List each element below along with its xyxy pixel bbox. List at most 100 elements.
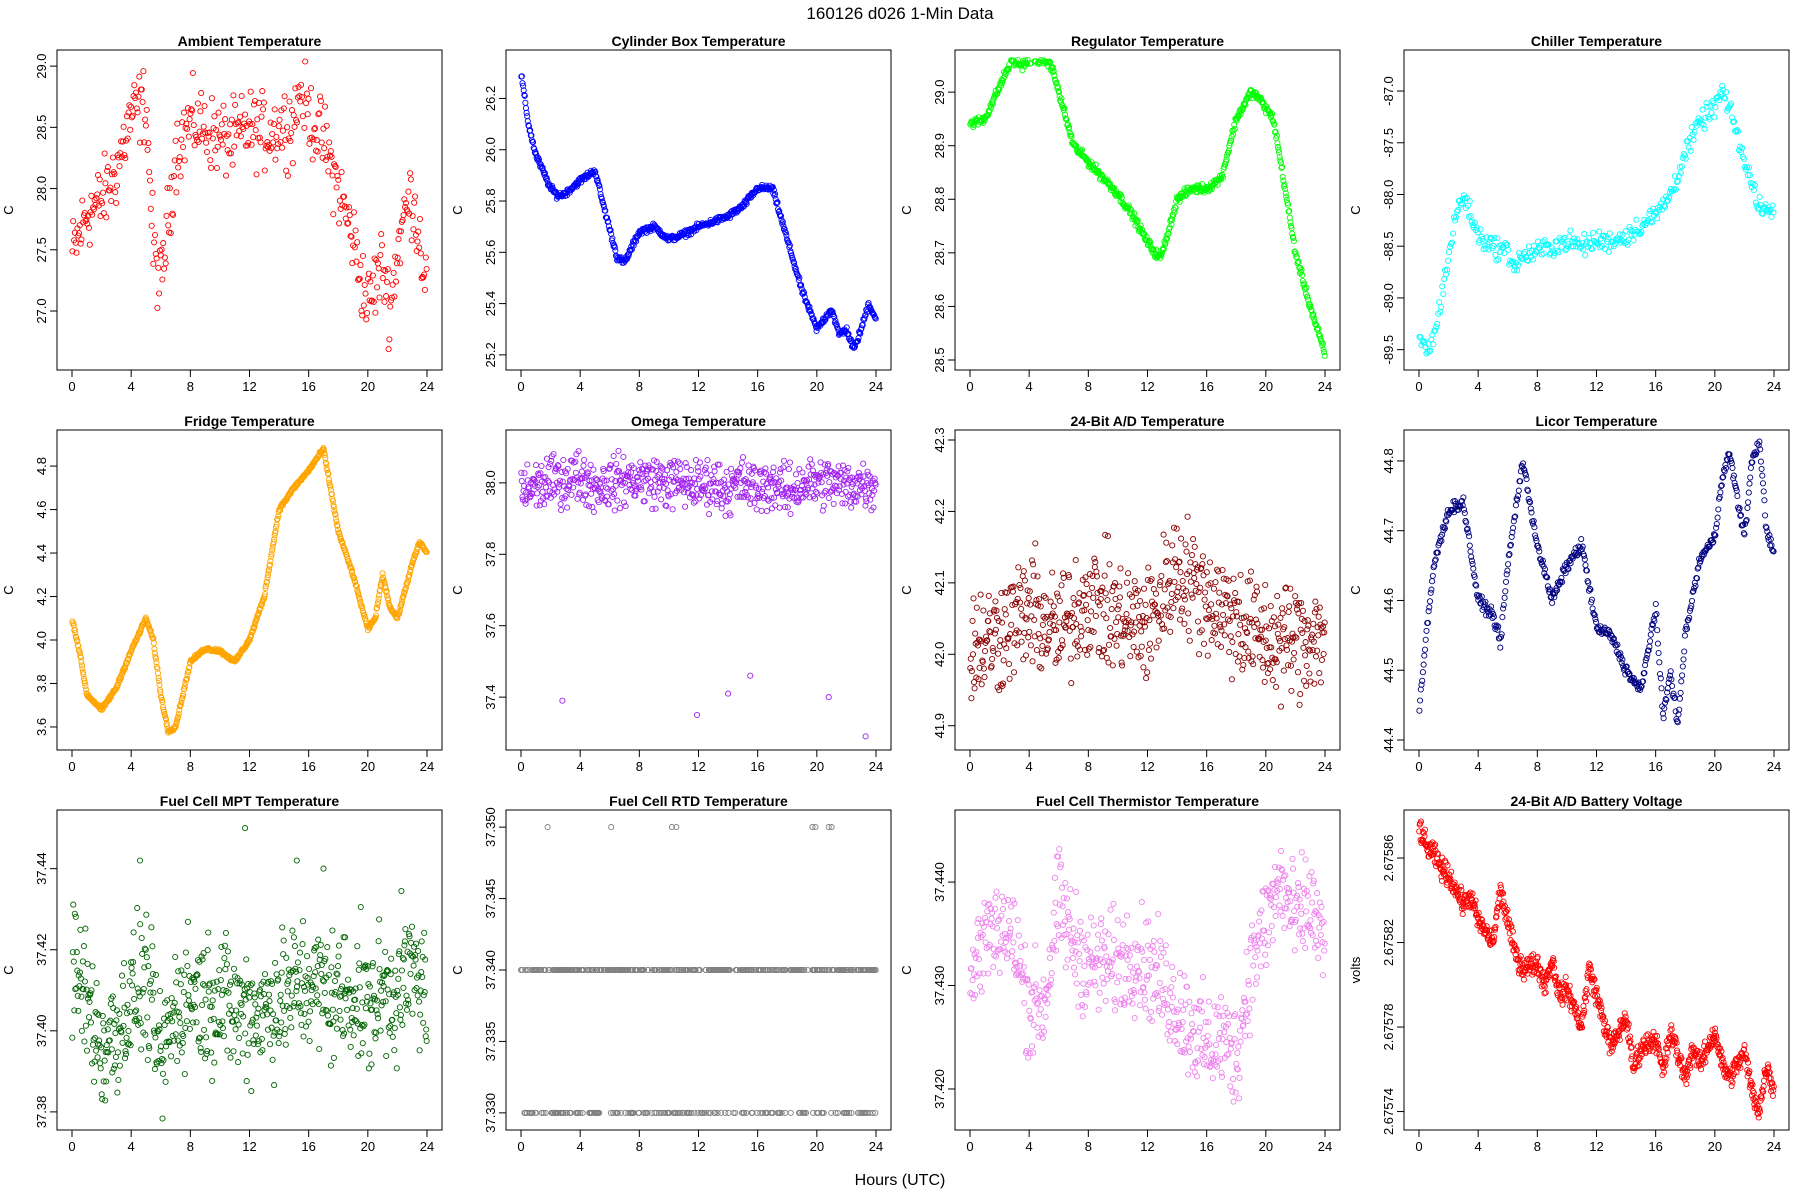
data-point xyxy=(1435,310,1442,317)
data-point xyxy=(174,1057,181,1065)
y-tick-label: -89.5 xyxy=(1381,335,1396,365)
data-point xyxy=(131,82,138,89)
data-point xyxy=(1283,193,1290,200)
data-point xyxy=(142,116,149,123)
data-point xyxy=(317,93,324,100)
data-point xyxy=(714,498,721,505)
data-point xyxy=(175,157,182,165)
data-point xyxy=(1417,686,1424,693)
data-point xyxy=(1029,658,1036,665)
data-point xyxy=(1679,672,1686,679)
data-point xyxy=(247,88,254,95)
data-point xyxy=(83,216,90,223)
data-point xyxy=(1467,212,1474,219)
data-point xyxy=(853,338,860,345)
data-point xyxy=(344,220,351,227)
data-point xyxy=(179,119,186,126)
data-point xyxy=(85,224,92,231)
data-point xyxy=(410,226,417,233)
x-tick-label: 12 xyxy=(691,759,705,774)
data-point xyxy=(1279,605,1286,612)
data-point xyxy=(1658,685,1665,692)
data-point xyxy=(1461,194,1468,202)
data-point xyxy=(1316,670,1323,677)
x-tick-label: 16 xyxy=(301,379,315,394)
data-point xyxy=(1032,540,1039,547)
data-point xyxy=(108,197,115,205)
y-tick-label: 42.0 xyxy=(932,642,947,667)
data-point xyxy=(785,466,792,473)
data-point xyxy=(169,210,176,217)
data-point xyxy=(862,733,869,740)
x-tick-label: 4 xyxy=(577,379,584,394)
data-point xyxy=(203,148,211,156)
data-point xyxy=(214,143,221,150)
data-point xyxy=(369,297,376,304)
data-point xyxy=(1290,656,1297,663)
data-point xyxy=(786,242,793,249)
data-point xyxy=(1717,489,1724,496)
data-point xyxy=(599,199,606,206)
data-point xyxy=(195,138,202,145)
data-point xyxy=(1457,201,1464,208)
data-point xyxy=(192,985,199,992)
data-point xyxy=(1123,611,1130,618)
data-point xyxy=(1678,678,1685,685)
data-point xyxy=(140,985,147,993)
data-point xyxy=(617,505,624,512)
data-point xyxy=(1713,520,1720,528)
data-point xyxy=(101,1027,108,1034)
data-point xyxy=(524,113,531,120)
y-axis-label: C xyxy=(899,585,914,594)
data-point xyxy=(1276,149,1283,156)
data-point xyxy=(1211,622,1218,629)
data-point xyxy=(417,250,424,257)
data-point xyxy=(1429,578,1436,585)
y-tick-label: 29.0 xyxy=(932,79,947,104)
page-title: 160126 d026 1-Min Data xyxy=(806,4,994,23)
data-point xyxy=(138,86,145,93)
data-point xyxy=(1180,592,1187,600)
data-point xyxy=(1006,675,1013,682)
data-point xyxy=(101,1057,108,1064)
data-point xyxy=(301,124,308,131)
data-point xyxy=(1152,590,1160,597)
data-point xyxy=(91,197,98,204)
y-tick-label: 28.5 xyxy=(932,347,947,372)
data-point xyxy=(340,193,348,200)
data-point xyxy=(801,289,808,296)
data-point xyxy=(1423,627,1430,634)
data-point xyxy=(138,1046,145,1053)
data-point xyxy=(739,454,747,461)
data-point xyxy=(1087,608,1095,615)
data-point xyxy=(243,122,250,129)
data-point xyxy=(1444,266,1451,273)
data-point xyxy=(283,167,290,174)
data-point xyxy=(1740,155,1747,162)
data-point xyxy=(807,456,814,463)
data-point xyxy=(1202,589,1209,596)
data-point xyxy=(688,467,695,474)
data-point xyxy=(209,1077,216,1084)
data-point xyxy=(1746,480,1753,487)
data-point xyxy=(241,111,249,118)
data-point xyxy=(1468,218,1475,226)
data-point xyxy=(968,695,975,702)
data-point xyxy=(318,139,325,146)
data-point xyxy=(996,86,1003,93)
data-point xyxy=(129,112,136,119)
data-point xyxy=(168,995,175,1002)
panel-title: Licor Temperature xyxy=(1536,413,1658,429)
data-point xyxy=(1118,192,1125,199)
data-point xyxy=(1515,487,1522,494)
data-point xyxy=(139,98,146,106)
data-point xyxy=(292,85,299,92)
data-point xyxy=(706,511,713,518)
data-point xyxy=(120,1022,127,1029)
data-point xyxy=(129,970,136,977)
data-point xyxy=(1253,583,1260,590)
data-point xyxy=(1759,480,1767,487)
data-point xyxy=(89,211,96,218)
data-point xyxy=(1293,634,1300,641)
